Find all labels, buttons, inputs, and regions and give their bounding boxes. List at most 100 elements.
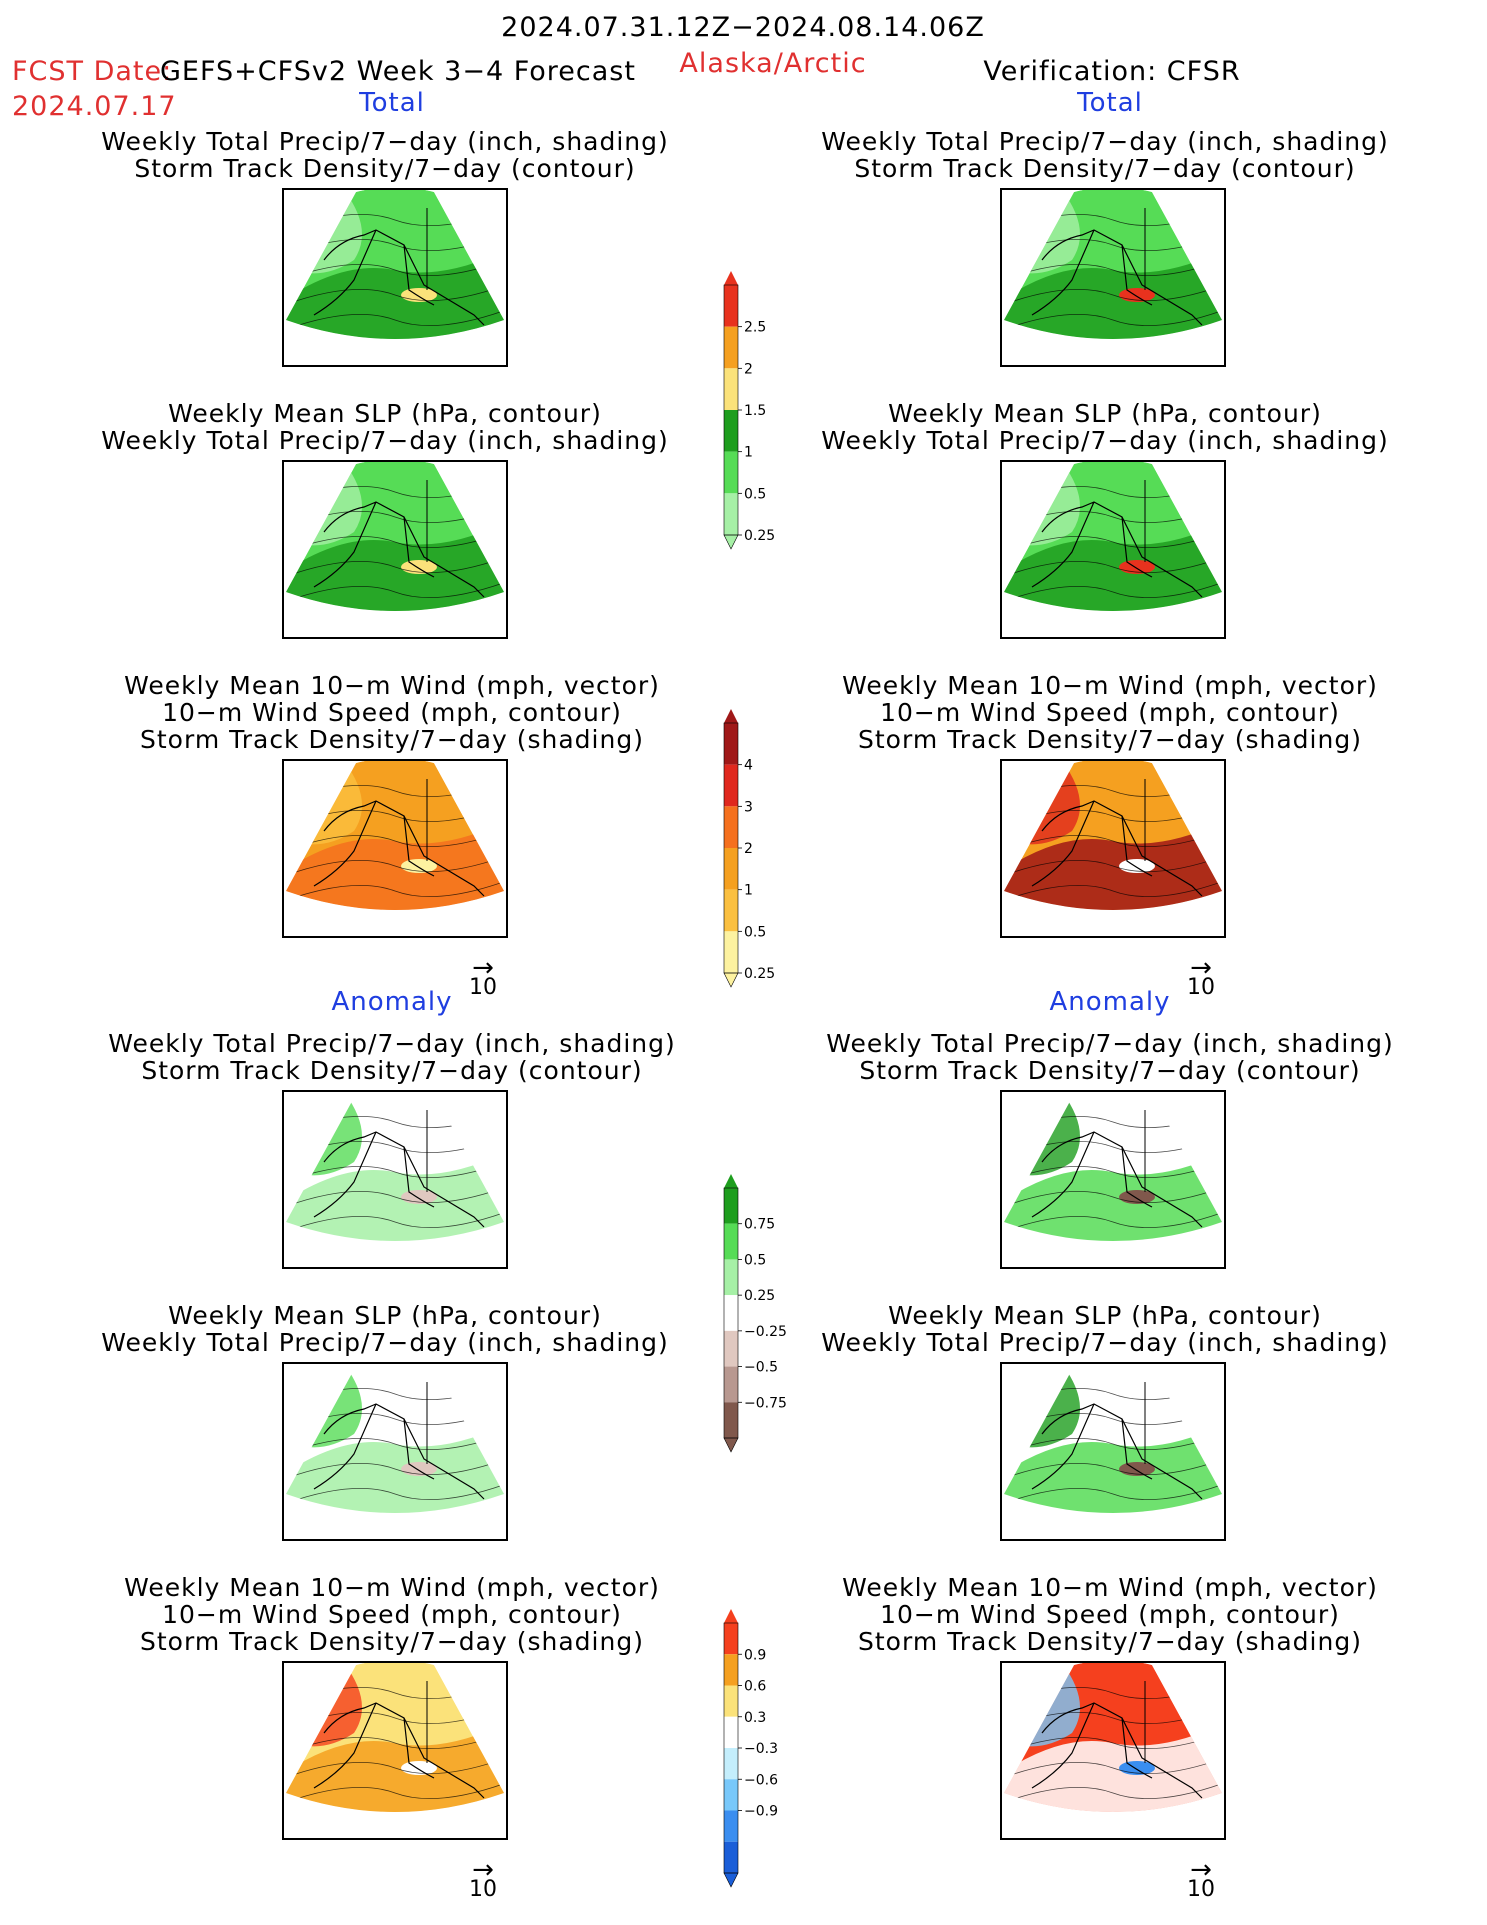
contour-line (286, 1782, 504, 1804)
map-ver-anom-slp (1000, 1362, 1226, 1541)
colorbar-swatch (724, 1295, 738, 1331)
title-ver-anom-precip: Weekly Total Precip/7−day (inch, shading… (826, 1029, 1394, 1085)
title-ver-anom-wind: Weekly Mean 10−m Wind (mph, vector) 10−m … (842, 1573, 1378, 1656)
map-ver-anom-precip (1000, 1090, 1226, 1269)
fcst-date-label: FCST Date: (12, 56, 173, 87)
field-patch (1004, 1092, 1080, 1176)
coastline (1031, 1702, 1203, 1799)
colorbar-top-arrow (724, 271, 738, 285)
map-fc-anom-slp (282, 1362, 508, 1541)
title-ver-total-wind: Weekly Mean 10−m Wind (mph, vector) 10−m … (842, 671, 1378, 754)
contour-line (1004, 1483, 1222, 1505)
colorbar-tick-label: −0.6 (744, 1772, 778, 1788)
map-field (286, 1364, 504, 1513)
colorbar-swatch (724, 1402, 738, 1438)
contour-line (1004, 1211, 1222, 1233)
colorbar-bottom-arrow (723, 1872, 739, 1888)
colorbar-tick-label: 2 (744, 841, 753, 857)
contour-line (1004, 830, 1222, 852)
coastline (313, 1702, 485, 1799)
contour-line (1004, 581, 1222, 603)
colorbar-tick-label: 1 (744, 883, 753, 899)
contour-line (1004, 1782, 1222, 1804)
field-maximum (1119, 1462, 1155, 1476)
colorbar-precip-total: 2.5 2 1.5 1 0.5 0.25 (722, 270, 802, 560)
colorbar-top-arrow (724, 1174, 738, 1188)
field-patch (1004, 462, 1080, 546)
title-ver-total-slp: Weekly Mean SLP (hPa, contour) Weekly Tot… (821, 399, 1389, 455)
verification-title: Verification: CFSR (983, 56, 1241, 87)
vector-ref-ver-total: → 10 (1187, 953, 1215, 1000)
colorbar-swatch (724, 848, 738, 890)
map-field (1004, 1364, 1222, 1513)
colorbar-tick-label: −0.75 (744, 1395, 787, 1411)
field-patch (286, 462, 362, 546)
fcst-date-value: 2024.07.17 (12, 91, 177, 122)
contour-line (1004, 1732, 1222, 1754)
colorbar-bottom-arrow (723, 534, 739, 550)
coastline (313, 1131, 485, 1228)
contour-line (1004, 284, 1222, 306)
colorbar-swatch (724, 326, 738, 369)
colorbar-tick-label: −0.5 (744, 1360, 778, 1376)
section-total-right: Total (1077, 88, 1143, 118)
region-title: Alaska/Arctic (679, 48, 867, 79)
map-fc-total-wind (282, 759, 508, 938)
title-fc-total-wind: Weekly Mean 10−m Wind (mph, vector) 10−m … (124, 671, 660, 754)
colorbar-tick-label: 1.5 (744, 403, 766, 419)
contour-line (1004, 259, 1222, 281)
colorbar-swatch (724, 1841, 738, 1873)
colorbar-tick-label: −0.25 (744, 1324, 787, 1340)
field-patch (286, 1364, 362, 1448)
contour-line (1004, 531, 1222, 553)
colorbar-swatch (724, 1366, 738, 1403)
colorbar-swatch (724, 493, 738, 535)
map-ver-total-precip (1000, 188, 1226, 367)
section-total-left: Total (359, 88, 425, 118)
coastline (1031, 1131, 1203, 1228)
coastline (1031, 229, 1203, 326)
coastline (313, 1403, 485, 1500)
title-ver-anom-slp: Weekly Mean SLP (hPa, contour) Weekly Tot… (821, 1301, 1389, 1357)
field-maximum (1119, 560, 1155, 574)
colorbar-swatch (724, 1330, 738, 1367)
field-patch (286, 1092, 362, 1176)
colorbar-swatch (724, 1654, 738, 1686)
colorbar-tick-label: −0.9 (744, 1804, 778, 1820)
map-field (1004, 462, 1222, 611)
colorbar-tick-label: 0.25 (744, 1288, 775, 1304)
contour-line (286, 1433, 504, 1455)
field-maximum (1119, 859, 1155, 873)
colorbar-tick-label: 0.75 (744, 1217, 775, 1233)
field-maximum (401, 859, 437, 873)
contour-line (1004, 855, 1222, 877)
colorbar-swatch (724, 931, 738, 973)
contour-line (1004, 1433, 1222, 1455)
map-field (286, 462, 504, 611)
colorbar-top-arrow (724, 709, 738, 723)
colorbar-tick-label: −0.3 (744, 1741, 778, 1757)
section-anomaly-left: Anomaly (331, 987, 453, 1017)
colorbar-tick-label: 1 (744, 445, 753, 461)
model-title: GEFS+CFSv2 Week 3−4 Forecast (160, 56, 636, 87)
contour-line (286, 830, 504, 852)
field-maximum (401, 288, 437, 302)
field-maximum (1119, 288, 1155, 302)
field-patch (286, 1663, 362, 1747)
title-ver-total-precip: Weekly Total Precip/7−day (inch, shading… (821, 127, 1389, 183)
contour-line (286, 259, 504, 281)
colorbar-swatch (724, 285, 738, 327)
title-fc-total-slp: Weekly Mean SLP (hPa, contour) Weekly Tot… (101, 399, 669, 455)
coastline (313, 800, 485, 897)
field-maximum (1119, 1761, 1155, 1775)
colorbar-swatch (724, 451, 738, 494)
coastline (313, 229, 485, 326)
map-fc-anom-precip (282, 1090, 508, 1269)
colorbar-track-anom: 0.9 0.6 0.3 −0.3 −0.6 −0.9 (722, 1608, 802, 1898)
contour-line (1004, 1161, 1222, 1183)
contour-line (286, 1757, 504, 1779)
contour-line (286, 284, 504, 306)
contour-line (286, 1732, 504, 1754)
field-patch (1004, 1364, 1080, 1448)
vector-ref-fc-total: → 10 (469, 953, 497, 1000)
